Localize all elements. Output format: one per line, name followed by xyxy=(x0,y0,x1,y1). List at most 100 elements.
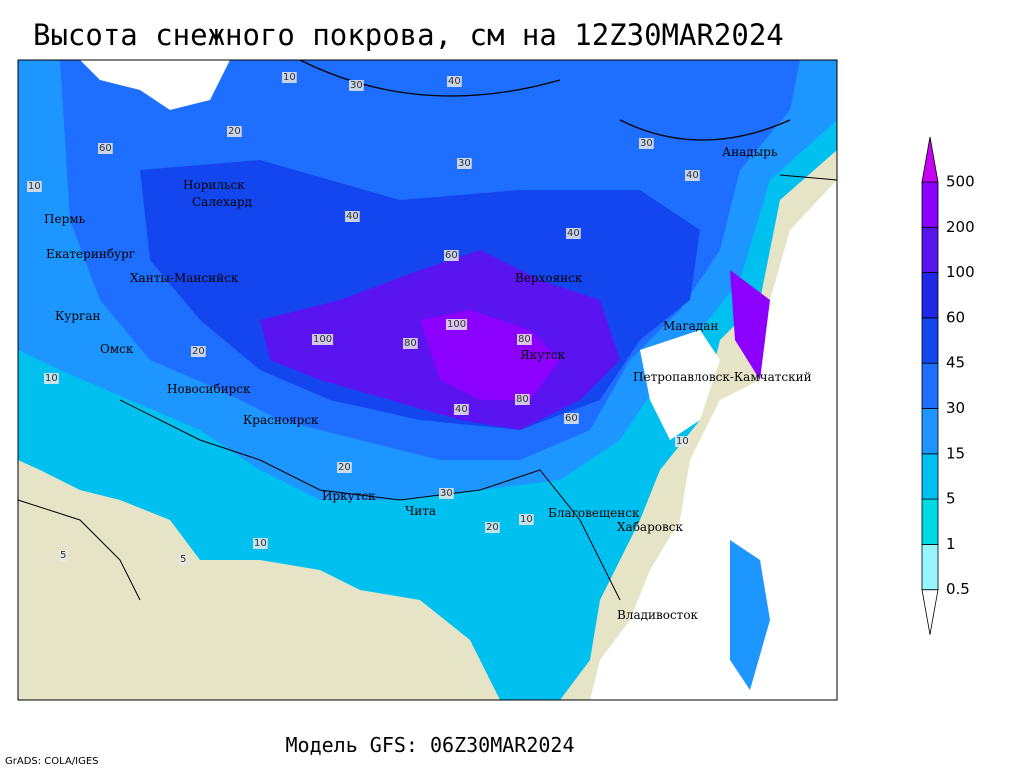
contour-label-box xyxy=(227,126,242,137)
city-label: Чита xyxy=(405,504,436,518)
contour-label: 5 xyxy=(180,554,186,565)
city-label: Петропавловск-Камчатский xyxy=(633,370,812,384)
map-frame xyxy=(17,59,838,701)
arctic-ocean xyxy=(80,60,230,110)
border xyxy=(779,174,838,181)
city-label: Верхоянск xyxy=(515,271,583,285)
contour-label: 40 xyxy=(686,170,699,181)
credit: GrADS: COLA/IGES xyxy=(5,756,99,767)
contour-label-box xyxy=(403,338,418,349)
contour-label: 20 xyxy=(486,522,499,533)
contour-label-box xyxy=(519,514,534,525)
contour-label-box xyxy=(639,138,654,149)
city-label: Салехард xyxy=(192,195,252,209)
contour-label: 10 xyxy=(45,373,58,384)
japan-islands xyxy=(730,540,770,690)
contour-label: 30 xyxy=(440,488,453,499)
colorbar-label: 30 xyxy=(946,399,965,417)
contour-label: 5 xyxy=(60,550,66,561)
colorbar-swatch xyxy=(921,408,939,455)
contour-label-box xyxy=(446,319,468,330)
contour-label: 10 xyxy=(254,538,267,549)
contour-label-box xyxy=(253,538,268,549)
city-label: Владивосток xyxy=(617,608,699,622)
model-caption: Модель GFS: 06Z30MAR2024 xyxy=(286,733,575,757)
colorbar-label: 1 xyxy=(946,535,956,553)
contour-label: 10 xyxy=(28,181,41,192)
contour-label: 100 xyxy=(447,319,466,330)
contour-label: 60 xyxy=(565,413,578,424)
city-label: Пермь xyxy=(44,212,86,226)
colorbar-swatch xyxy=(921,317,939,364)
contour-label: 10 xyxy=(520,514,533,525)
contour-label: 80 xyxy=(404,338,417,349)
city-label: Хабаровск xyxy=(617,520,683,534)
contour-label: 40 xyxy=(448,76,461,87)
coastline xyxy=(299,59,791,141)
contour-label: 30 xyxy=(458,158,471,169)
colorbar-label: 0.5 xyxy=(946,580,970,598)
city-label: Новосибирск xyxy=(167,382,251,396)
contour-label-box xyxy=(179,554,188,565)
contour-label: 30 xyxy=(640,138,653,149)
contour-label-box xyxy=(191,346,206,357)
city-label: Благовещенск xyxy=(548,506,640,520)
contour-label-box xyxy=(59,550,68,561)
city-label: Красноярск xyxy=(243,413,319,427)
contour-label-box xyxy=(444,250,459,261)
colorbar-label: 500 xyxy=(946,173,975,191)
colorbar-label: 100 xyxy=(946,263,975,281)
colorbar-swatch xyxy=(921,226,939,274)
city-label: Норильск xyxy=(183,178,245,192)
colorbar-swatch xyxy=(921,544,939,591)
colorbar-swatch xyxy=(921,362,939,409)
contour-label: 60 xyxy=(445,250,458,261)
contour-label-box xyxy=(457,158,472,169)
title: Высота снежного покрова, см на 12Z30MAR2… xyxy=(33,18,784,52)
contour-label-box xyxy=(685,170,700,181)
contour-label-box xyxy=(27,181,42,192)
contour-label-box xyxy=(345,211,360,222)
contour-label-box xyxy=(337,462,352,473)
contour-label-box xyxy=(349,80,364,91)
contour-labels: 10 30 40 20 10 30 30 40 40 60 80 100 80 … xyxy=(27,72,700,565)
city-label: Ханты-Мансийск xyxy=(130,271,239,285)
colorbar-swatch xyxy=(921,498,939,545)
colorbar-triangle-high xyxy=(921,136,939,183)
contour-label-box xyxy=(454,404,469,415)
contour-label-box xyxy=(564,413,579,424)
contour-label: 80 xyxy=(516,394,529,405)
contour-label: 10 xyxy=(676,436,689,447)
city-label: Курган xyxy=(55,309,100,323)
sea-of-okhotsk xyxy=(640,330,720,440)
colorbar-triangle-low xyxy=(921,589,939,635)
city-label: Анадырь xyxy=(722,145,778,159)
contour-label-box xyxy=(517,334,532,345)
contour-label-box xyxy=(98,143,113,154)
snow-zone-200 xyxy=(420,310,560,400)
contour-label: 20 xyxy=(228,126,241,137)
contour-label-box xyxy=(566,228,581,239)
city-label: Якутск xyxy=(520,348,566,362)
contour-label-box xyxy=(312,334,334,345)
contour-label-box xyxy=(485,522,500,533)
colorbar-label: 60 xyxy=(946,308,965,326)
contour-label-box xyxy=(282,72,297,83)
contour-label: 10 xyxy=(283,72,296,83)
contour-label: 40 xyxy=(455,404,468,415)
map xyxy=(17,59,838,701)
city-label: Омск xyxy=(100,342,134,356)
city-label: Иркутск xyxy=(322,489,376,503)
contour-label: 40 xyxy=(567,228,580,239)
colorbar-label: 45 xyxy=(946,354,965,372)
colorbar-swatch xyxy=(921,272,939,319)
contour-label: 100 xyxy=(313,334,332,345)
border xyxy=(17,499,141,601)
colorbar-label: 15 xyxy=(946,444,965,462)
contour-label: 80 xyxy=(518,334,531,345)
contour-label-box xyxy=(439,488,454,499)
contour-label: 60 xyxy=(99,143,112,154)
